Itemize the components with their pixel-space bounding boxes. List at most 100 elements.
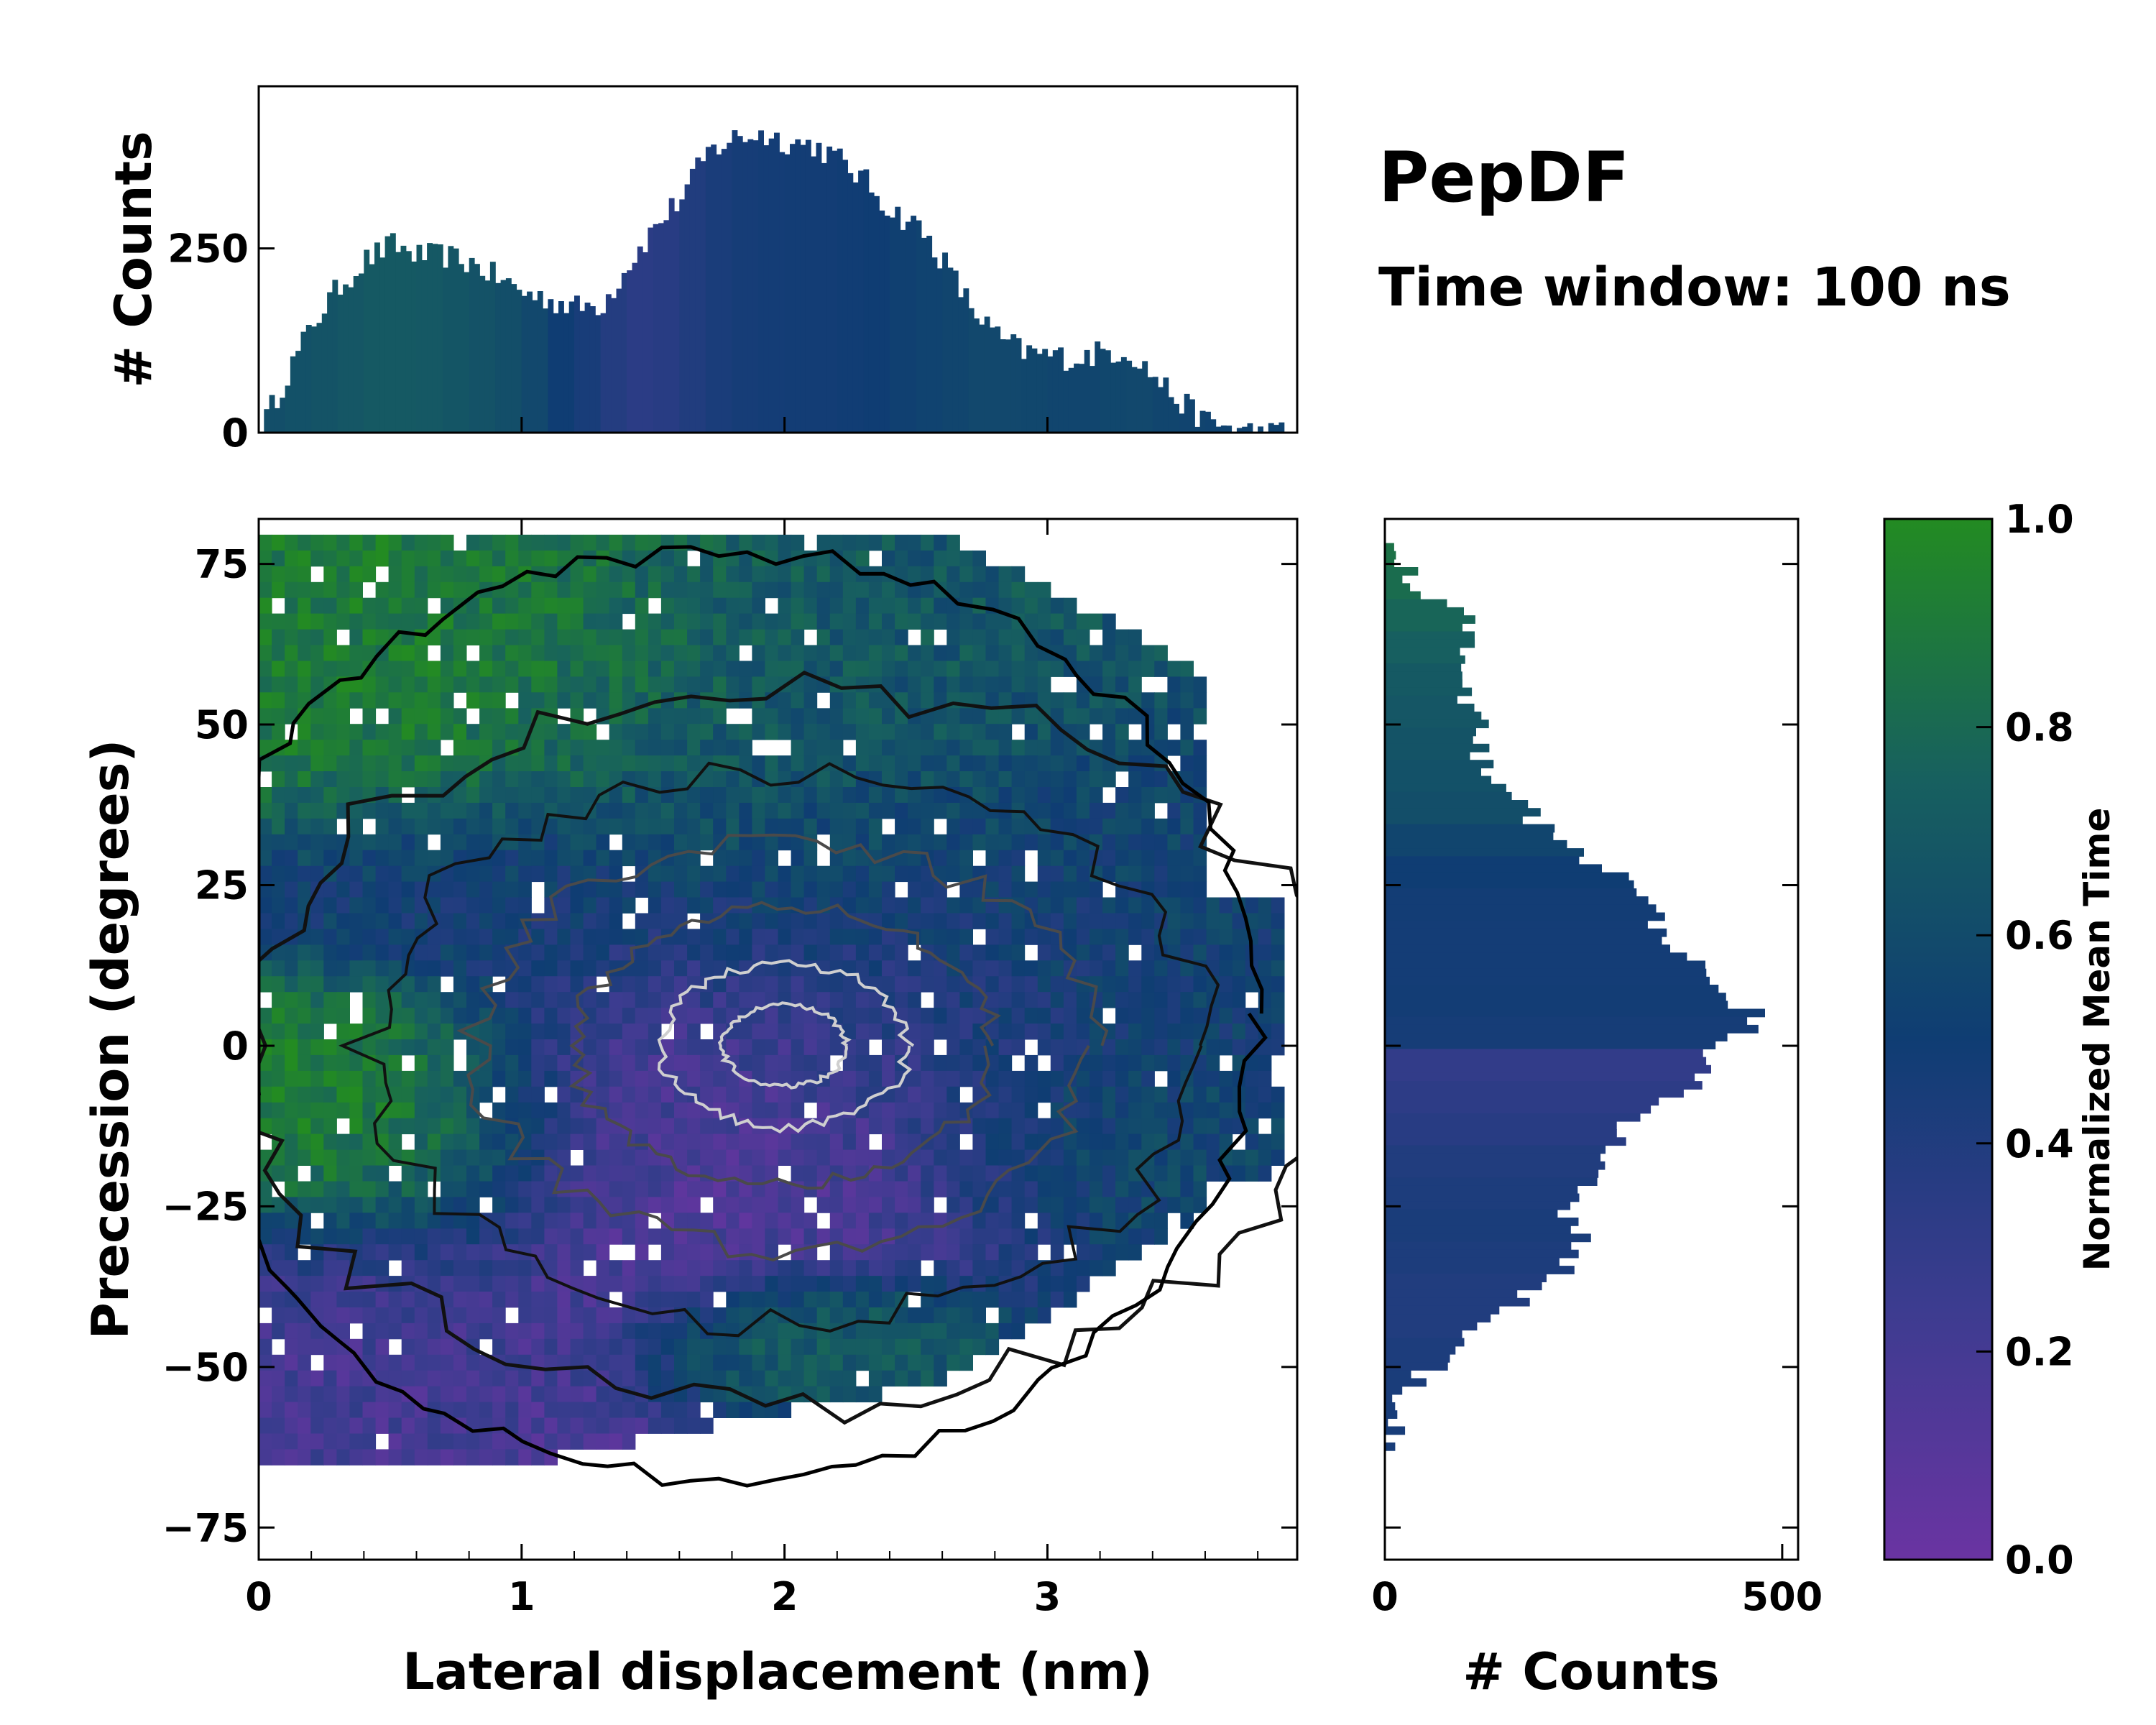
- heatmap-cell: [401, 1244, 415, 1261]
- heatmap-cell: [557, 692, 571, 709]
- heatmap-cell: [1206, 897, 1220, 914]
- right-histogram-bar: [1385, 1418, 1388, 1427]
- heatmap-cell: [1037, 1228, 1051, 1245]
- heatmap-cell: [765, 976, 778, 993]
- heatmap-cell: [752, 802, 765, 819]
- heatmap-cell: [1011, 1070, 1026, 1087]
- heatmap-cell: [921, 629, 934, 645]
- heatmap-cell: [648, 1086, 662, 1103]
- heatmap-cell: [272, 771, 285, 788]
- heatmap-cell: [609, 566, 623, 583]
- heatmap-cell: [1024, 1276, 1038, 1292]
- heatmap-cell: [505, 1039, 519, 1056]
- heatmap-cell: [388, 960, 402, 977]
- heatmap-cell: [518, 771, 532, 788]
- heatmap-cell: [440, 1276, 454, 1292]
- heatmap-cell: [855, 1008, 870, 1024]
- heatmap-cell: [1037, 740, 1051, 756]
- heatmap-cell: [323, 771, 337, 788]
- heatmap-cell: [388, 1102, 402, 1119]
- heatmap-cell: [700, 802, 714, 819]
- heatmap-cell: [388, 1133, 402, 1150]
- heatmap-cell: [362, 1213, 377, 1229]
- heatmap-cell: [362, 692, 377, 709]
- heatmap-cell: [1024, 613, 1038, 630]
- heatmap-cell: [946, 1149, 960, 1166]
- heatmap-cell: [570, 1086, 584, 1103]
- heatmap-cell: [544, 1039, 558, 1056]
- right-histogram-bar: [1385, 687, 1473, 696]
- heatmap-cell: [1102, 1228, 1116, 1245]
- heatmap-cell: [946, 740, 960, 756]
- heatmap-cell: [726, 1197, 740, 1213]
- heatmap-cell: [882, 1149, 895, 1166]
- heatmap-cell: [752, 597, 765, 615]
- heatmap-cell: [674, 566, 688, 583]
- heatmap-cell: [726, 1181, 740, 1197]
- heatmap-cell: [1128, 1086, 1142, 1103]
- heatmap-cell: [895, 787, 908, 804]
- heatmap-cell: [752, 1197, 765, 1213]
- heatmap-cell: [596, 1008, 610, 1024]
- heatmap-cell: [998, 1149, 1013, 1166]
- heatmap-cell: [895, 929, 908, 945]
- heatmap-cell: [1154, 661, 1168, 677]
- heatmap-cell: [427, 1008, 441, 1024]
- top-histogram-bar: [316, 323, 323, 433]
- heatmap-cell: [1219, 992, 1233, 1008]
- heatmap-cell: [427, 881, 441, 898]
- top-histogram-bar: [1021, 359, 1027, 433]
- heatmap-cell: [842, 566, 857, 583]
- heatmap-cell: [414, 1213, 428, 1229]
- heatmap-cell: [349, 881, 363, 898]
- heatmap-cell: [700, 724, 714, 740]
- heatmap-cell: [466, 818, 480, 835]
- heatmap-cell: [765, 1322, 778, 1340]
- heatmap-cell: [570, 1322, 584, 1340]
- heatmap-cell: [1232, 929, 1246, 945]
- heatmap-cell: [908, 850, 921, 867]
- heatmap-cell: [1063, 944, 1077, 961]
- heatmap-cell: [505, 1417, 519, 1434]
- heatmap-cell: [816, 1054, 831, 1072]
- heatmap-cell: [298, 1322, 311, 1340]
- heatmap-cell: [713, 1213, 727, 1229]
- heatmap-cell: [921, 1228, 934, 1245]
- heatmap-cell: [440, 1102, 454, 1119]
- top-histogram-bar: [805, 139, 811, 433]
- heatmap-cell: [596, 740, 610, 756]
- heatmap-cell: [401, 755, 415, 772]
- heatmap-cell: [298, 1370, 311, 1387]
- heatmap-cell: [298, 1402, 311, 1418]
- heatmap-cell: [1193, 755, 1207, 772]
- heatmap-cell: [934, 960, 947, 977]
- right-histogram-bar: [1385, 1089, 1684, 1098]
- heatmap-cell: [778, 597, 792, 615]
- heatmap-cell: [972, 1338, 986, 1356]
- heatmap-cell: [285, 1402, 298, 1418]
- heatmap-cell: [855, 1228, 870, 1245]
- heatmap-cell: [842, 897, 857, 914]
- heatmap-cell: [285, 1338, 298, 1356]
- heatmap-cell: [1193, 1118, 1207, 1135]
- heatmap-cell: [362, 944, 377, 961]
- heatmap-cell: [622, 755, 636, 772]
- heatmap-cell: [1102, 771, 1116, 788]
- heatmap-cell: [401, 581, 415, 599]
- heatmap-cell: [298, 724, 311, 740]
- heatmap-cell: [1115, 1149, 1129, 1166]
- heatmap-cell: [414, 550, 428, 567]
- right-histogram-bar: [1385, 1161, 1606, 1170]
- heatmap-cell: [972, 1228, 986, 1245]
- heatmap-cell: [349, 1024, 363, 1040]
- heatmap-cell: [1128, 787, 1142, 804]
- heatmap-cell: [803, 1213, 818, 1229]
- heatmap-cell: [609, 992, 623, 1008]
- top-histogram-bar: [1015, 338, 1022, 433]
- heatmap-cell: [713, 740, 727, 756]
- heatmap-cell: [1089, 1086, 1103, 1103]
- heatmap-cell: [791, 1338, 805, 1356]
- heatmap-cell: [660, 960, 675, 977]
- heatmap-cell: [998, 1102, 1013, 1119]
- heatmap-cell: [596, 1133, 610, 1150]
